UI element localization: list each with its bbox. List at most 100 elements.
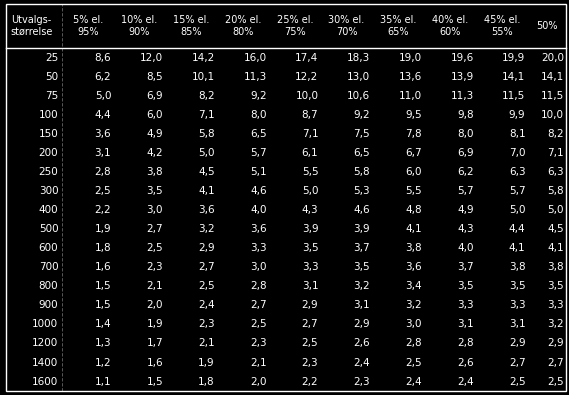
Text: 1200: 1200 <box>32 339 58 348</box>
Text: 6,7: 6,7 <box>405 148 422 158</box>
Text: 900: 900 <box>39 301 58 310</box>
Text: 6,9: 6,9 <box>457 148 474 158</box>
Text: 3,3: 3,3 <box>250 243 267 253</box>
Text: 7,1: 7,1 <box>198 110 215 120</box>
Text: 3,5: 3,5 <box>353 262 370 272</box>
Text: 14,1: 14,1 <box>541 72 564 82</box>
Text: 1,5: 1,5 <box>146 376 163 387</box>
Text: 5,8: 5,8 <box>353 167 370 177</box>
Text: 2,4: 2,4 <box>405 376 422 387</box>
Text: 2,0: 2,0 <box>147 301 163 310</box>
Text: 2,9: 2,9 <box>509 339 526 348</box>
Text: 2,4: 2,4 <box>198 301 215 310</box>
Text: 3,1: 3,1 <box>457 320 474 329</box>
Text: 3,2: 3,2 <box>353 281 370 292</box>
Text: 6,3: 6,3 <box>509 167 526 177</box>
Text: 5,0: 5,0 <box>509 205 526 215</box>
Text: 2,2: 2,2 <box>302 376 319 387</box>
Text: 3,3: 3,3 <box>302 262 319 272</box>
Text: 3,8: 3,8 <box>405 243 422 253</box>
Text: 2,7: 2,7 <box>302 320 319 329</box>
Text: 4,6: 4,6 <box>250 186 267 196</box>
Text: 200: 200 <box>39 148 58 158</box>
Text: 3,8: 3,8 <box>509 262 526 272</box>
Text: 25: 25 <box>45 53 58 63</box>
Text: 5,7: 5,7 <box>457 186 474 196</box>
Text: 2,9: 2,9 <box>302 301 319 310</box>
Text: 1,9: 1,9 <box>198 357 215 367</box>
Text: 3,4: 3,4 <box>405 281 422 292</box>
Text: 2,2: 2,2 <box>94 205 112 215</box>
Text: 2,3: 2,3 <box>250 339 267 348</box>
Text: 250: 250 <box>39 167 58 177</box>
Text: 7,5: 7,5 <box>353 129 370 139</box>
Text: 10,0: 10,0 <box>541 110 564 120</box>
Text: 3,5: 3,5 <box>457 281 474 292</box>
Text: 4,5: 4,5 <box>547 224 564 234</box>
Text: 150: 150 <box>39 129 58 139</box>
Text: 14,1: 14,1 <box>502 72 526 82</box>
Text: 300: 300 <box>39 186 58 196</box>
Text: 2,6: 2,6 <box>457 357 474 367</box>
Text: 3,9: 3,9 <box>302 224 319 234</box>
Text: 2,4: 2,4 <box>457 376 474 387</box>
Text: 2,9: 2,9 <box>198 243 215 253</box>
Text: 3,8: 3,8 <box>547 262 564 272</box>
Text: 4,5: 4,5 <box>198 167 215 177</box>
Text: 1,5: 1,5 <box>94 301 112 310</box>
Text: 9,2: 9,2 <box>250 91 267 101</box>
Text: 2,5: 2,5 <box>302 339 319 348</box>
Text: 2,3: 2,3 <box>353 376 370 387</box>
Text: 7,1: 7,1 <box>302 129 319 139</box>
Text: 3,7: 3,7 <box>353 243 370 253</box>
Text: 3,9: 3,9 <box>353 224 370 234</box>
Text: 50: 50 <box>45 72 58 82</box>
Text: 6,5: 6,5 <box>250 129 267 139</box>
Text: 4,3: 4,3 <box>302 205 319 215</box>
Text: 7,1: 7,1 <box>547 148 564 158</box>
Text: 6,9: 6,9 <box>146 91 163 101</box>
Text: 9,9: 9,9 <box>509 110 526 120</box>
Text: 75: 75 <box>45 91 58 101</box>
Text: 4,1: 4,1 <box>547 243 564 253</box>
Text: 2,7: 2,7 <box>250 301 267 310</box>
Text: 3,6: 3,6 <box>405 262 422 272</box>
Text: 3,5: 3,5 <box>509 281 526 292</box>
Text: 1600: 1600 <box>32 376 58 387</box>
Text: 5,3: 5,3 <box>353 186 370 196</box>
Text: 4,2: 4,2 <box>146 148 163 158</box>
Text: 1,3: 1,3 <box>94 339 112 348</box>
Text: 10,1: 10,1 <box>192 72 215 82</box>
Text: 4,9: 4,9 <box>457 205 474 215</box>
Text: 1,7: 1,7 <box>146 339 163 348</box>
Text: 1400: 1400 <box>32 357 58 367</box>
Text: 17,4: 17,4 <box>295 53 319 63</box>
Text: 400: 400 <box>39 205 58 215</box>
Text: 8,2: 8,2 <box>198 91 215 101</box>
Text: 3,3: 3,3 <box>509 301 526 310</box>
Text: 35% el.
65%: 35% el. 65% <box>380 15 417 37</box>
Text: 5,8: 5,8 <box>198 129 215 139</box>
Text: 5,1: 5,1 <box>250 167 267 177</box>
Text: 700: 700 <box>39 262 58 272</box>
Text: 1,6: 1,6 <box>94 262 112 272</box>
Text: 25% el.
75%: 25% el. 75% <box>277 15 313 37</box>
Text: 40% el.
60%: 40% el. 60% <box>432 15 468 37</box>
Text: Utvalgs-
størrelse: Utvalgs- størrelse <box>10 15 52 37</box>
Text: 8,5: 8,5 <box>146 72 163 82</box>
Text: 2,1: 2,1 <box>198 339 215 348</box>
Text: 4,1: 4,1 <box>405 224 422 234</box>
Text: 3,5: 3,5 <box>146 186 163 196</box>
Text: 2,3: 2,3 <box>146 262 163 272</box>
Text: 2,6: 2,6 <box>353 339 370 348</box>
Text: 13,9: 13,9 <box>451 72 474 82</box>
Text: 1,1: 1,1 <box>94 376 112 387</box>
Text: 2,5: 2,5 <box>405 357 422 367</box>
Text: 6,0: 6,0 <box>147 110 163 120</box>
Text: 10% el.
90%: 10% el. 90% <box>121 15 158 37</box>
Text: 20% el.
80%: 20% el. 80% <box>225 15 261 37</box>
Text: 16,0: 16,0 <box>244 53 267 63</box>
Text: 9,8: 9,8 <box>457 110 474 120</box>
Text: 5,7: 5,7 <box>509 186 526 196</box>
Text: 11,0: 11,0 <box>399 91 422 101</box>
